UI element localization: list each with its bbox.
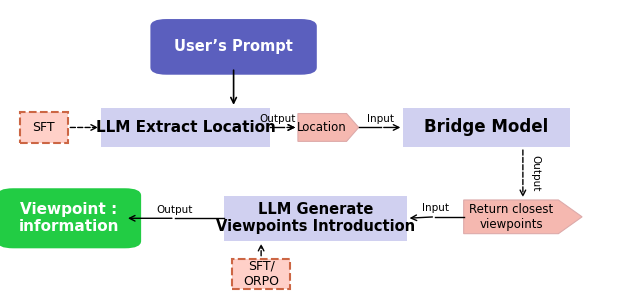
FancyBboxPatch shape	[232, 259, 290, 289]
Polygon shape	[463, 200, 582, 234]
Text: Input: Input	[367, 114, 394, 124]
Text: Viewpoint :
information: Viewpoint : information	[19, 202, 120, 234]
Text: Output: Output	[531, 155, 541, 192]
FancyBboxPatch shape	[150, 19, 317, 75]
FancyBboxPatch shape	[403, 108, 570, 147]
Text: Output: Output	[157, 205, 193, 215]
Polygon shape	[298, 114, 359, 142]
Text: SFT/
ORPO: SFT/ ORPO	[243, 260, 279, 288]
FancyBboxPatch shape	[0, 188, 141, 248]
Text: Output: Output	[259, 114, 296, 124]
FancyBboxPatch shape	[20, 112, 68, 143]
Text: Location: Location	[298, 121, 347, 134]
Text: Input: Input	[422, 203, 449, 213]
FancyBboxPatch shape	[225, 196, 407, 241]
Text: Bridge Model: Bridge Model	[424, 118, 548, 137]
Text: LLM Generate
Viewpoints Introduction: LLM Generate Viewpoints Introduction	[216, 202, 415, 234]
FancyBboxPatch shape	[100, 108, 270, 147]
Text: LLM Extract Location: LLM Extract Location	[95, 120, 276, 135]
Text: SFT: SFT	[32, 121, 55, 134]
Text: User’s Prompt: User’s Prompt	[174, 39, 293, 54]
Text: Return closest
viewpoints: Return closest viewpoints	[469, 203, 553, 231]
